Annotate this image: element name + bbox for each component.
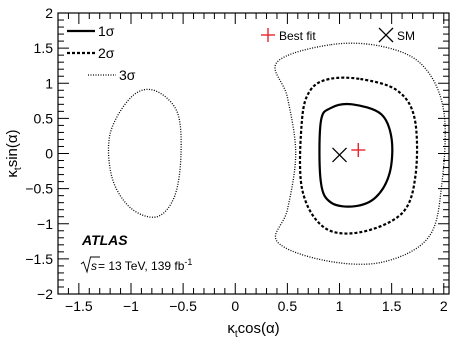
y-axis-title: κtsin(α) <box>4 129 24 177</box>
x-tick-label: 0.5 <box>278 298 298 314</box>
y-tick-label: 0.5 <box>34 110 54 126</box>
y-tick-label: 2 <box>45 5 53 21</box>
legend-3sigma-label: 3σ <box>119 67 136 83</box>
energy-label: s = 13 TeV, 139 fb-1 <box>80 256 192 274</box>
legend: 1σ 2σ 3σ Best fit SM <box>67 23 415 83</box>
y-tick-label: −1 <box>37 216 53 232</box>
legend-sm-marker <box>378 27 394 43</box>
energy-text: = 13 TeV, 139 fb-1 <box>98 257 192 273</box>
y-tick-label: −1.5 <box>25 251 53 267</box>
best-fit-marker <box>351 142 366 157</box>
energy-text-main: = 13 TeV, 139 fb <box>98 259 185 273</box>
x-axis-title-rest: cos(α) <box>238 320 280 337</box>
marker-group <box>332 142 366 163</box>
legend-1sigma-label: 1σ <box>98 23 115 39</box>
experiment-label: ATLAS <box>81 232 128 248</box>
sm-marker <box>332 147 347 163</box>
best-fit-legend-glyph <box>261 28 275 42</box>
y-tick-label: −0.5 <box>25 181 53 197</box>
y-axis-title-rest: sin(α) <box>4 129 21 167</box>
plot-frame <box>57 12 450 295</box>
tick-group: −1.5 −1 −0.5 0 0.5 1 1.5 2 −2 −1.5 −1 −0.5 0 0.5 1 1.5 2 <box>25 5 449 314</box>
x-tick-label: −1.5 <box>65 298 93 314</box>
x-tick-label: 0 <box>231 298 239 314</box>
x-tick-label: −0.5 <box>169 298 197 314</box>
x-tick-label: 2 <box>440 298 448 314</box>
contour-group <box>107 42 446 265</box>
legend-sm-label: SM <box>397 29 415 43</box>
contour-dotted-2 <box>274 42 446 265</box>
contour-dotted-3 <box>107 88 182 218</box>
contour-dashed-1 <box>298 76 419 235</box>
x-axis-title: κtcos(α) <box>227 320 279 340</box>
contour-solid-0 <box>318 102 394 208</box>
legend-best-fit-marker <box>261 28 275 42</box>
y-axis-title-sub: t <box>13 167 24 170</box>
y-tick-label: 1.5 <box>34 40 54 56</box>
x-tick-label: 1.5 <box>382 298 402 314</box>
x-axis-title-sub: t <box>235 329 238 340</box>
energy-text-sup: -1 <box>184 257 192 267</box>
y-tick-label: 0 <box>45 146 53 162</box>
legend-best-fit-label: Best fit <box>279 29 316 43</box>
y-axis-title-main: κ <box>4 170 21 178</box>
x-tick-label: −1 <box>123 298 139 314</box>
x-tick-label: 1 <box>336 298 344 314</box>
y-tick-label: −2 <box>37 286 53 302</box>
legend-2sigma-label: 2σ <box>98 45 115 61</box>
x-axis-title-main: κ <box>227 320 235 337</box>
energy-s: s <box>91 259 97 273</box>
sm-legend-glyph <box>378 27 394 43</box>
y-tick-label: 1 <box>45 75 53 91</box>
sqrt-sign <box>80 256 100 274</box>
